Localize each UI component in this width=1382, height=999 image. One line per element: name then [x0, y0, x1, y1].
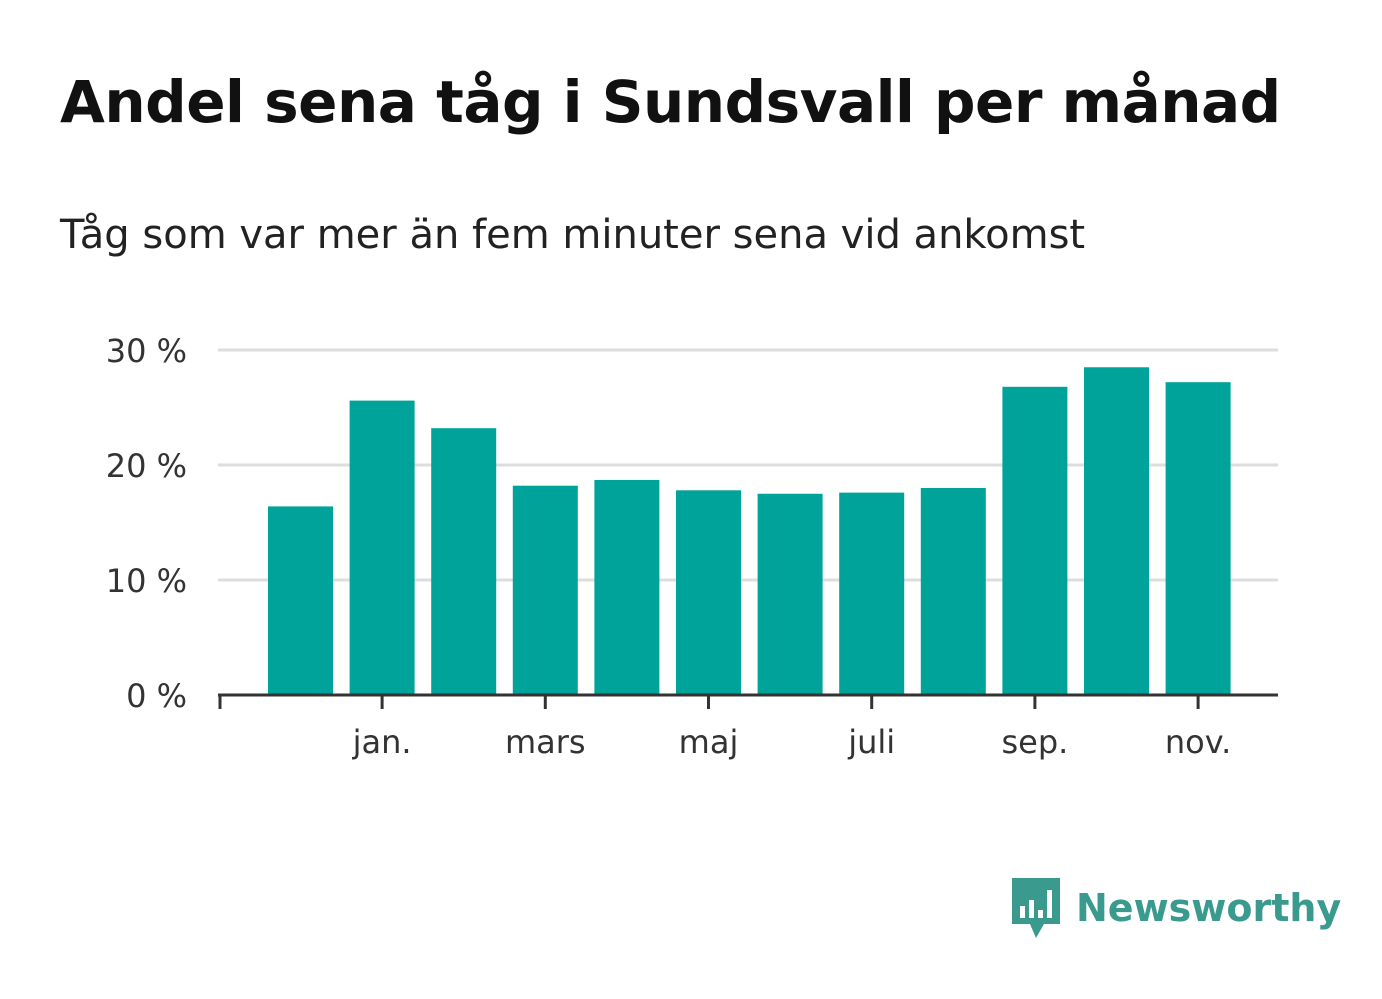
x-tick-label: sep.	[1001, 723, 1068, 761]
y-tick-label: 0 %	[126, 677, 187, 715]
x-tick-label: nov.	[1165, 723, 1231, 761]
newsworthy-bar-chart-bubble-icon	[1012, 878, 1060, 938]
brand-name: Newsworthy	[1076, 886, 1342, 930]
bar-okt.	[1084, 367, 1149, 695]
bar-jan.	[349, 400, 415, 695]
bar-sep.	[1002, 386, 1068, 695]
newsworthy-logo: Newsworthy	[1010, 876, 1341, 940]
bar-dec.	[268, 506, 333, 695]
y-tick-label: 20 %	[106, 447, 187, 485]
bar-apr.	[594, 479, 660, 695]
y-tick-label: 30 %	[106, 332, 187, 370]
y-tick-label: 10 %	[106, 562, 187, 600]
x-tick-label: maj	[679, 723, 739, 761]
chart-title: Andel sena tåg i Sundsvall per månad	[60, 68, 1281, 136]
bar-mars	[512, 485, 578, 695]
bar-maj	[676, 490, 741, 695]
bar-juni	[757, 493, 823, 695]
bar-feb.	[431, 428, 497, 695]
bar-juli	[839, 492, 905, 695]
x-tick-label: jan.	[352, 723, 412, 761]
bar-nov.	[1165, 382, 1231, 695]
chart-subtitle: Tåg som var mer än fem minuter sena vid …	[60, 212, 1086, 258]
bar-aug.	[920, 488, 986, 695]
x-tick-label: mars	[505, 723, 586, 761]
x-tick-label: juli	[847, 723, 895, 761]
